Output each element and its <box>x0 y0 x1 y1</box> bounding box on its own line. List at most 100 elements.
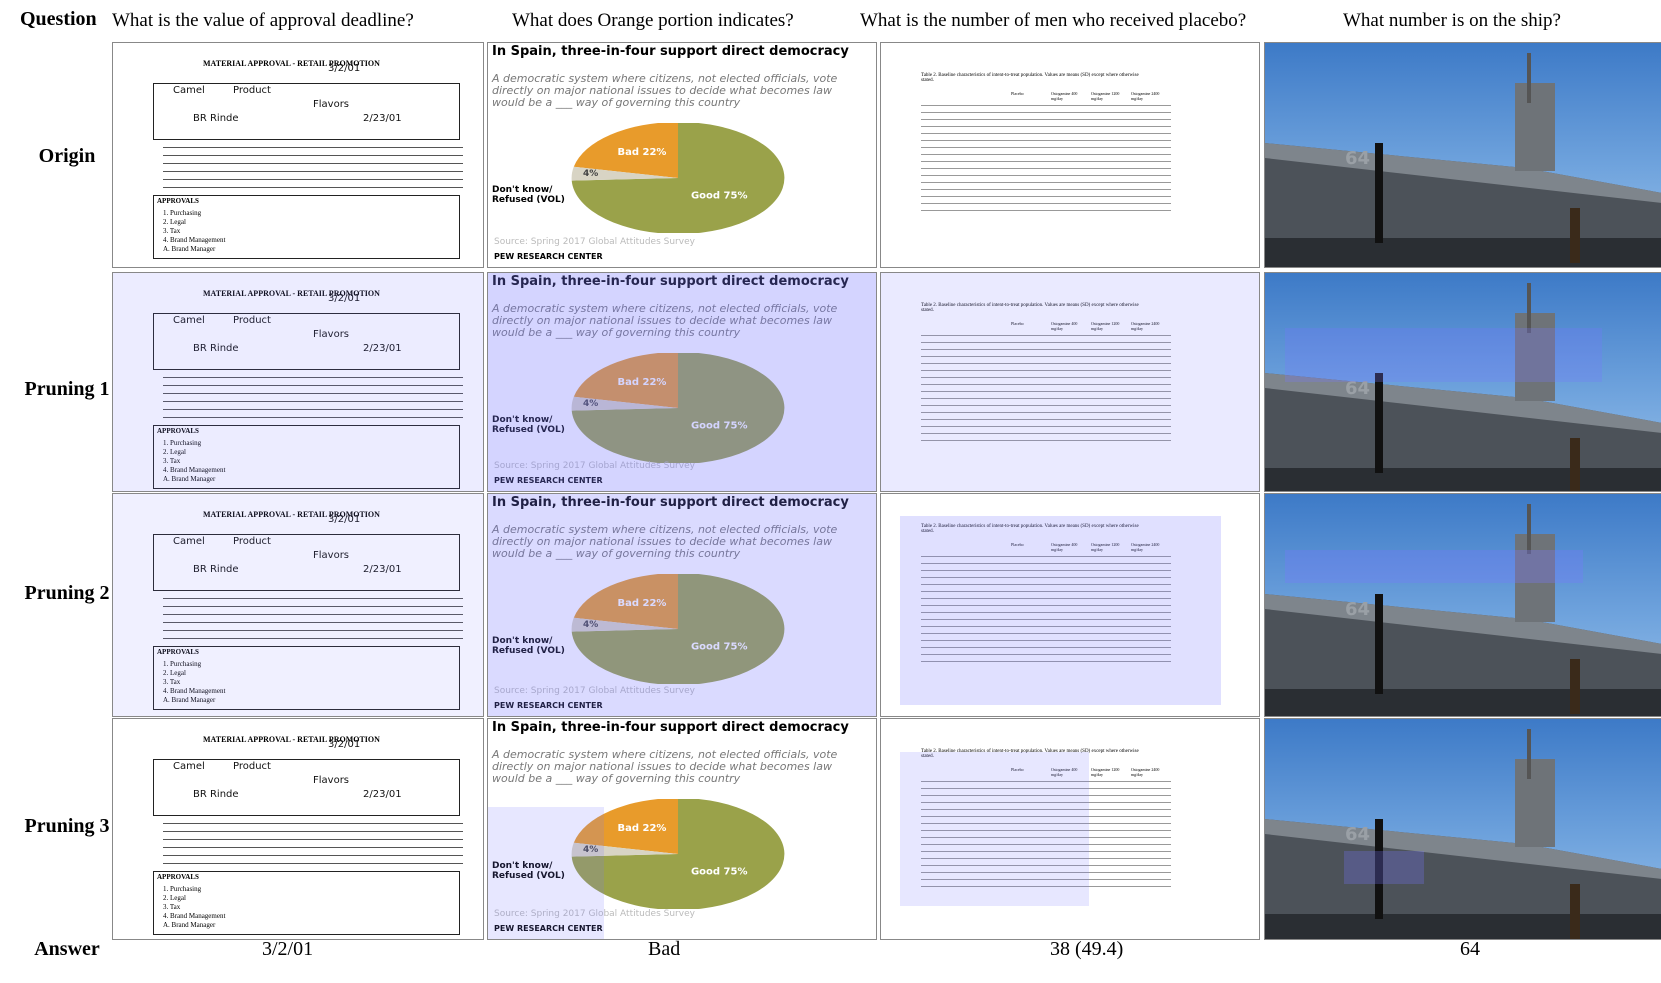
table-column-header: Placebo <box>1011 767 1024 772</box>
pruning-mask <box>1284 327 1603 382</box>
approval-row-label: 2. Legal <box>163 448 186 456</box>
grid-cell: In Spain, three-in-four support direct d… <box>487 718 877 940</box>
table-row <box>921 210 1171 211</box>
form-line <box>163 831 463 832</box>
table-caption: Table 2. Baseline characteristics of int… <box>921 73 1139 83</box>
table-row <box>921 112 1171 113</box>
table-row <box>921 781 1171 782</box>
grid-cell: 64 <box>1264 493 1661 717</box>
hull-number: 64 <box>1345 599 1371 620</box>
approval-row-label: 4. Brand Management <box>163 466 226 474</box>
pruning-mask <box>113 494 483 716</box>
approval-row-label: 2. Legal <box>163 218 186 226</box>
chart-title: In Spain, three-in-four support direct d… <box>492 495 849 510</box>
form-box-top <box>153 313 460 370</box>
ship-image <box>1265 504 1661 716</box>
grid-cell: 64 <box>1264 272 1661 492</box>
answer-2: Bad <box>648 938 681 960</box>
table-row <box>921 419 1171 420</box>
table-column-header: Ostogamine 400 mg/day <box>1051 542 1078 552</box>
table-row <box>921 203 1171 204</box>
table-caption: Table 2. Baseline characteristics of int… <box>921 524 1139 534</box>
table-row <box>921 349 1171 350</box>
table-row <box>921 605 1171 606</box>
pie-chart: Bad 22% Good 75% 4% <box>571 353 785 463</box>
table-column-header: Placebo <box>1011 321 1024 326</box>
table-row <box>921 175 1171 176</box>
approval-row-label: 1. Purchasing <box>163 439 202 447</box>
approval-row-label: 3. Tax <box>163 457 181 465</box>
approval-row-label: A. Brand Manager <box>163 245 216 253</box>
form-line <box>163 171 463 172</box>
table-row <box>921 391 1171 392</box>
form-line <box>163 614 463 615</box>
table-row <box>921 154 1171 155</box>
ship-image <box>1265 53 1661 267</box>
form-box-top <box>153 534 460 591</box>
pie-slice-bad <box>573 123 678 178</box>
hull-number: 64 <box>1345 148 1371 169</box>
handwriting-text: Camel <box>173 85 205 96</box>
question-1: What is the value of approval deadline? <box>112 10 414 31</box>
grid-cell: MATERIAL APPROVAL - RETAIL PROMOTION Came… <box>112 42 484 268</box>
table-row <box>921 844 1171 845</box>
handwriting-text: 3/2/01 <box>328 739 361 750</box>
pie-slice-don-t-know-refused-vol <box>571 396 678 411</box>
table-column-header: Ostogamine 2400 mg/day <box>1131 767 1160 777</box>
dont-know-label: Don't know/ Refused (VOL) <box>492 185 565 205</box>
handwriting-text: 2/23/01 <box>363 564 402 575</box>
chart-source: Source: Spring 2017 Global Attitudes Sur… <box>494 237 695 247</box>
approvals-label: APPROVALS <box>157 197 199 205</box>
table-row <box>921 335 1171 336</box>
pie-slice-bad <box>573 799 678 854</box>
hull-number: 64 <box>1345 378 1371 399</box>
form-box-top <box>153 83 460 140</box>
table-row <box>921 661 1171 662</box>
pie-slice-good <box>571 574 785 684</box>
answer-3: 38 (49.4) <box>1050 938 1124 960</box>
grid-cell: MATERIAL APPROVAL - RETAIL PROMOTION Came… <box>112 718 484 940</box>
handwriting-text: Flavors <box>313 99 350 110</box>
pie-label: Bad 22% <box>617 377 666 388</box>
handwriting-text: 2/23/01 <box>363 343 402 354</box>
pruning-mask <box>113 273 483 491</box>
form-line <box>163 147 463 148</box>
answer-4: 64 <box>1460 938 1480 960</box>
handwriting-text: Camel <box>173 315 205 326</box>
chart-title: In Spain, three-in-four support direct d… <box>492 274 849 289</box>
grid-cell: In Spain, three-in-four support direct d… <box>487 42 877 268</box>
pie-slice-good <box>571 799 785 909</box>
table-row <box>921 626 1171 627</box>
handwriting-text: Product <box>233 761 271 772</box>
pie-label: 4% <box>583 399 598 409</box>
row-label-pruning-2: Pruning 2 <box>24 582 110 604</box>
chart-source: Source: Spring 2017 Global Attitudes Sur… <box>494 686 695 696</box>
grid-cell: In Spain, three-in-four support direct d… <box>487 272 877 492</box>
table-row <box>921 182 1171 183</box>
handwriting-text: BR Rinde <box>193 113 239 124</box>
form-line <box>163 179 463 180</box>
pie-slice-don-t-know-refused-vol <box>571 617 678 632</box>
pie-chart: Bad 22% Good 75% 4% <box>571 123 785 233</box>
table-column-header: Ostogamine 1200 mg/day <box>1091 542 1120 552</box>
form-title: MATERIAL APPROVAL - RETAIL PROMOTION <box>203 510 380 519</box>
form-line <box>163 598 463 599</box>
hull-number: 64 <box>1345 824 1371 845</box>
form-box-approvals <box>153 195 460 259</box>
table-row <box>921 556 1171 557</box>
pie-label: 4% <box>583 845 598 855</box>
table-row <box>921 647 1171 648</box>
form-title: MATERIAL APPROVAL - RETAIL PROMOTION <box>203 289 380 298</box>
form-line <box>163 630 463 631</box>
handwriting-text: 3/2/01 <box>328 514 361 525</box>
table-column-header: Ostogamine 400 mg/day <box>1051 321 1078 331</box>
approval-row-label: 3. Tax <box>163 678 181 686</box>
pie-chart: Bad 22% Good 75% 4% <box>571 799 785 909</box>
grid-cell: 64 <box>1264 718 1661 940</box>
pruning-mask <box>1284 549 1583 583</box>
approval-row-label: 1. Purchasing <box>163 660 202 668</box>
approval-row-label: A. Brand Manager <box>163 921 216 929</box>
pie-label: Bad 22% <box>617 147 666 158</box>
form-line <box>163 409 463 410</box>
table-row <box>921 809 1171 810</box>
